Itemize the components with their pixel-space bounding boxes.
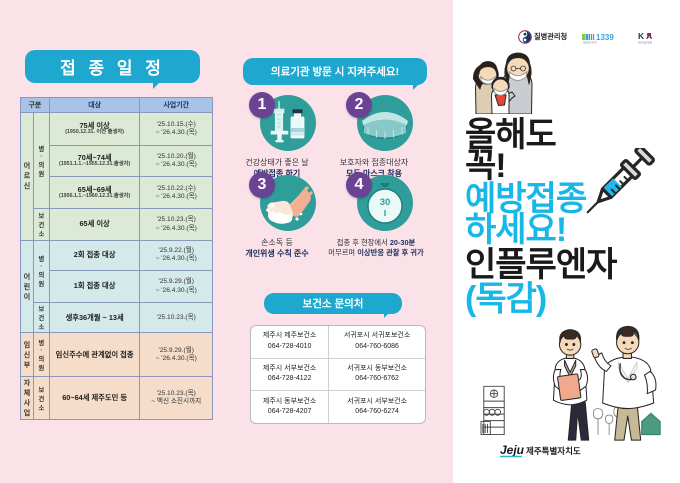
svg-text:Я: Я [647,33,652,40]
svg-text:30: 30 [380,197,391,208]
svg-text:질병관리본부: 질병관리본부 [583,41,598,45]
svg-text:Jeju: Jeju [500,443,525,457]
svg-text:질병관리청: 질병관리청 [534,32,567,41]
svg-text:제주특별자치도: 제주특별자치도 [526,446,581,456]
svg-text:1339: 1339 [596,33,614,42]
svg-text:대한심장협회: 대한심장협회 [638,41,653,45]
